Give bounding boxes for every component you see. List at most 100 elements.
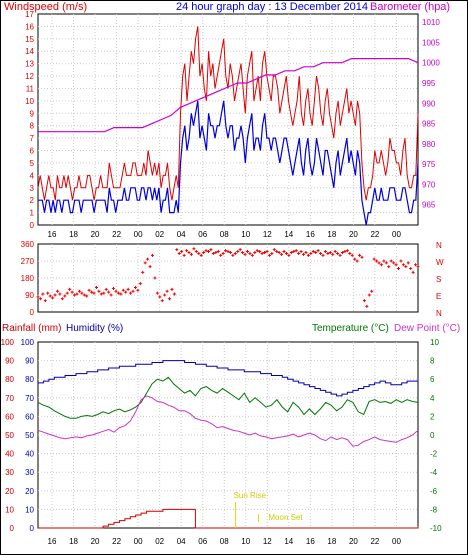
dir-point	[175, 248, 179, 252]
dir-point	[377, 261, 381, 265]
dir-y-tick: 360	[21, 240, 35, 249]
dir-point	[345, 249, 349, 253]
dir-point	[155, 291, 159, 295]
dir-point	[333, 250, 337, 254]
dir-point	[416, 265, 420, 269]
dir-point	[221, 251, 225, 255]
wind-x-tick: 04	[177, 230, 186, 239]
moonset-label: Moon Set	[268, 513, 303, 522]
dir-point	[36, 295, 40, 299]
dir-point	[90, 290, 94, 294]
wind-x-tick: 00	[392, 230, 401, 239]
dir-point	[82, 293, 86, 297]
dir-point	[236, 250, 240, 254]
dir-point	[58, 292, 62, 296]
humidity-y-tick: 10	[25, 505, 34, 514]
dir-point	[177, 251, 181, 255]
compass-label: S	[436, 275, 441, 284]
rain-x-tick: 04	[177, 537, 186, 546]
temp-axis-title: Temperature (°C)	[312, 323, 389, 334]
compass-label: N	[436, 241, 442, 250]
dir-point	[382, 259, 386, 263]
dir-point	[338, 253, 342, 257]
dir-point	[51, 296, 55, 300]
rain-x-tick: 14	[284, 537, 293, 546]
dir-point	[170, 287, 174, 291]
dir-point	[316, 249, 320, 253]
dir-point	[233, 251, 237, 255]
wind-x-tick: 22	[370, 230, 379, 239]
barometer-series-line	[38, 58, 419, 133]
dir-point	[340, 251, 344, 254]
dir-point	[60, 297, 64, 301]
dir-point	[411, 270, 415, 274]
baro-y-tick: 975	[422, 160, 436, 169]
rain-hum-temp-panel: 0102030405060708090100010203040506070809…	[1, 338, 442, 546]
dir-point	[99, 292, 103, 296]
dir-point	[326, 251, 330, 255]
dir-point	[138, 282, 142, 286]
wind-x-tick: 20	[91, 230, 100, 239]
dir-point	[124, 290, 128, 294]
dir-point	[185, 249, 189, 253]
dir-point	[409, 267, 413, 271]
dir-point	[77, 289, 81, 293]
dir-point	[165, 289, 169, 293]
temp-y-tick: -6	[430, 487, 438, 496]
dir-point	[97, 289, 101, 293]
dir-point	[121, 288, 125, 292]
dir-point	[182, 253, 186, 257]
wind-y-tick: 16	[25, 22, 34, 31]
dir-point	[63, 294, 67, 298]
dir-point	[384, 261, 388, 265]
compass-label: W	[436, 258, 444, 267]
rain-x-tick: 02	[155, 537, 164, 546]
dir-y-tick: 0	[30, 308, 35, 317]
dir-point	[70, 290, 74, 294]
wind-x-tick: 16	[306, 230, 315, 239]
dew-point-series-line	[37, 395, 419, 447]
dir-point	[219, 253, 223, 257]
dir-point	[197, 251, 201, 255]
gust-series-line	[37, 26, 419, 201]
dir-point	[311, 250, 315, 254]
dir-point	[321, 253, 325, 257]
compass-label: E	[436, 292, 441, 301]
dir-point	[270, 251, 274, 255]
dir-point	[180, 250, 184, 254]
dir-point	[107, 290, 111, 294]
dir-point	[133, 285, 137, 289]
dir-point	[102, 291, 106, 295]
dir-point	[199, 253, 203, 257]
humidity-y-tick: 40	[25, 450, 34, 459]
dir-point	[292, 250, 296, 254]
wind-x-tick: 02	[155, 230, 164, 239]
dir-point	[304, 251, 308, 254]
dir-point	[85, 294, 89, 298]
wind-x-tick: 22	[112, 230, 121, 239]
dir-point	[94, 285, 98, 289]
rain-y-tick: 40	[5, 450, 14, 459]
dir-point	[353, 257, 357, 261]
rain-x-tick: 16	[48, 537, 57, 546]
humidity-y-tick: 30	[25, 468, 34, 477]
dir-point	[319, 251, 323, 255]
dir-point	[275, 250, 279, 254]
dir-point	[284, 251, 288, 255]
dir-point	[41, 292, 45, 296]
wind-x-tick: 10	[241, 230, 250, 239]
dir-point	[216, 250, 220, 254]
wind-y-tick: 14	[25, 47, 34, 56]
rain-y-tick: 90	[5, 357, 14, 366]
dir-point	[280, 252, 284, 256]
dir-point	[265, 250, 269, 254]
dir-point	[367, 293, 371, 297]
temp-y-tick: -4	[430, 468, 438, 477]
baro-axis-title: Barometer (hpa)	[370, 1, 450, 13]
dir-point	[241, 251, 245, 254]
temp-y-tick: 10	[430, 338, 439, 347]
dir-point	[394, 263, 398, 267]
rain-x-tick: 22	[112, 537, 121, 546]
